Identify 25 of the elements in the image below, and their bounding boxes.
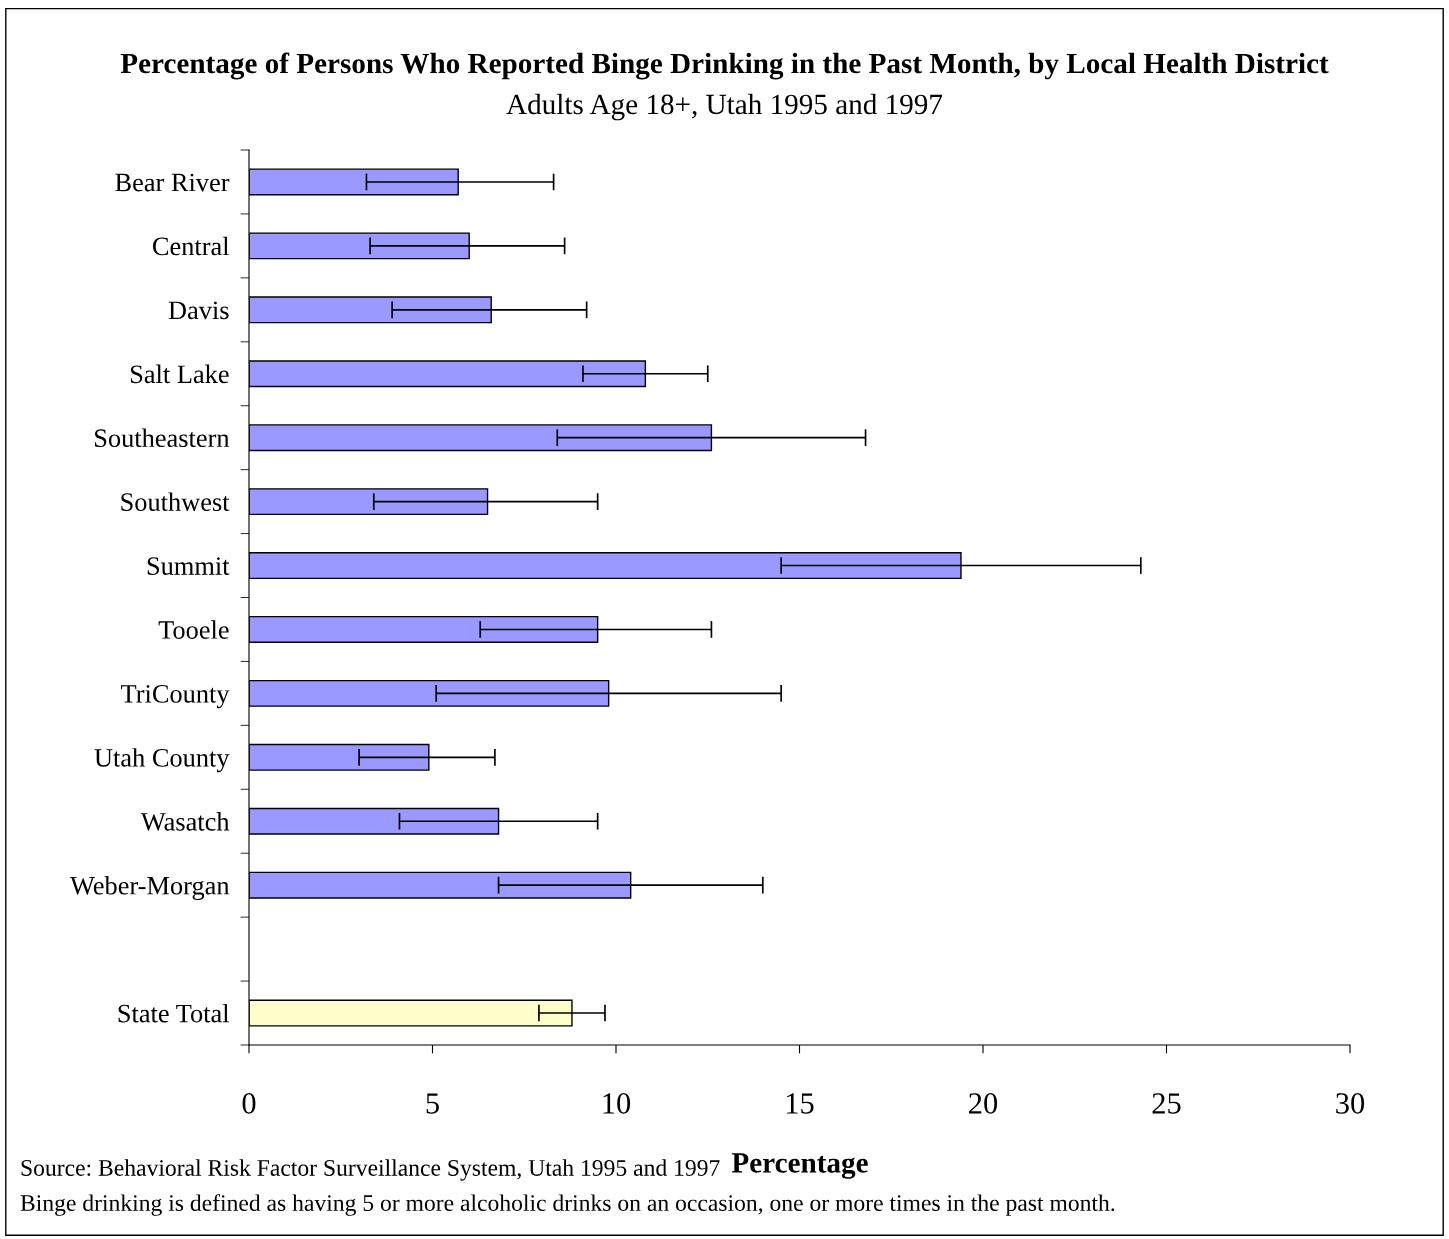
y-tick-label: Davis	[168, 301, 229, 320]
y-tick-label: Weber-Morgan	[70, 876, 230, 901]
y-tick-label: Southwest	[121, 492, 230, 512]
y-tick-label: Tooele	[158, 620, 229, 639]
chart-title: Percentage of Persons Who Reported Binge Drinking in the Past Month, by Local Health District	[120, 52, 1329, 80]
y-tick-label: TriCounty	[121, 685, 230, 709]
source-note: Source: Behavioral Risk Factor Surveillance System, Utah 1995 and 1997	[21, 1159, 720, 1181]
chart-subtitle: Adults Age 18+, Utah 1995 and 1997	[506, 93, 943, 121]
y-tick-label: Salt Lake	[130, 364, 229, 384]
x-tick-label: 5	[426, 1093, 439, 1114]
x-tick-label: 20	[969, 1093, 998, 1114]
y-tick-label: State Total	[118, 1003, 230, 1023]
y-tick-label: Summit	[147, 557, 230, 575]
x-tick-label: 10	[603, 1093, 631, 1114]
y-tick-label: Bear River	[115, 173, 230, 192]
y-tick-label: Southeastern	[95, 428, 230, 448]
x-axis-title: Percentage	[731, 1153, 868, 1179]
y-tick-label: Central	[152, 236, 230, 256]
x-tick-label: 0	[242, 1093, 256, 1114]
x-tick-label: 15	[786, 1093, 814, 1114]
y-tick-label: Utah County	[94, 748, 230, 773]
text: Binge drinking is defined as having 5 or more alcoholic drinks on an occasion, one or more times in the past month.	[20, 1194, 1115, 1216]
x-tick-label: 25	[1152, 1093, 1181, 1114]
x-tick-label: 30	[1336, 1093, 1365, 1114]
y-tick-label: Wasatch	[140, 812, 230, 831]
